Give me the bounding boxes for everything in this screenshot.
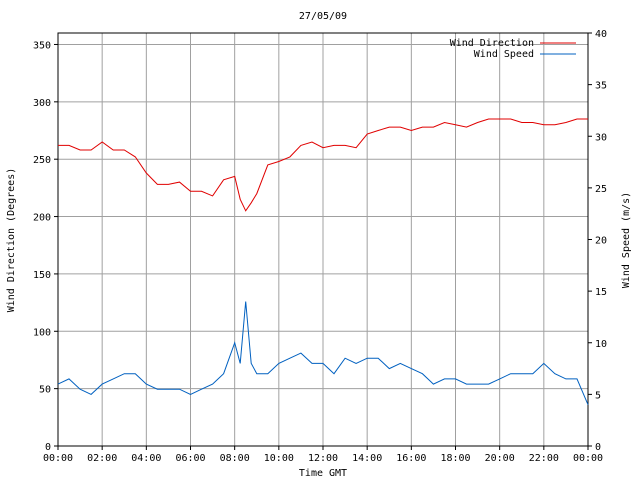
chart-title: 27/05/09: [299, 11, 347, 22]
x-tick-label: 14:00: [352, 453, 382, 464]
y-left-tick-label: 0: [45, 442, 51, 453]
x-tick-label: 22:00: [529, 453, 559, 464]
legend: Wind Direction Wind Speed: [450, 38, 576, 60]
y-right-tick-label: 20: [595, 236, 607, 247]
y-right-tick-label: 0: [595, 442, 601, 453]
y-left-tick-label: 350: [33, 40, 51, 51]
x-tick-label: 08:00: [220, 453, 250, 464]
x-tick-label: 10:00: [264, 453, 294, 464]
y-right-tick-label: 40: [595, 29, 607, 40]
tick-marks: [54, 32, 592, 450]
legend-label-wind-direction: Wind Direction: [450, 38, 534, 49]
y-axis-left-label: Wind Direction (Degrees): [6, 168, 17, 313]
y-right-tick-label: 30: [595, 132, 607, 143]
x-tick-label: 20:00: [485, 453, 515, 464]
y-axis-right-label: Wind Speed (m/s): [621, 192, 632, 288]
series-line-wind-direction: [58, 118, 588, 212]
y-left-tick-label: 100: [33, 327, 51, 338]
y-left-tick-label: 200: [33, 213, 51, 224]
legend-label-wind-speed: Wind Speed: [474, 49, 534, 60]
x-axis-label: Time GMT: [299, 468, 347, 479]
x-tick-label: 00:00: [43, 453, 73, 464]
y-left-tick-label: 250: [33, 155, 51, 166]
x-tick-label: 12:00: [308, 453, 338, 464]
y-left-tick-label: 300: [33, 98, 51, 109]
y-left-tick-label: 150: [33, 270, 51, 281]
y-right-tick-label: 10: [595, 339, 607, 350]
y-left-tick-label: 50: [39, 385, 51, 396]
series-line-wind-speed: [57, 301, 589, 405]
y-right-tick-label: 5: [595, 390, 601, 401]
x-tick-label: 00:00: [573, 453, 603, 464]
x-tick-label: 16:00: [396, 453, 426, 464]
y-right-tick-label: 25: [595, 184, 607, 195]
x-tick-label: 04:00: [131, 453, 161, 464]
y-right-tick-label: 15: [595, 287, 607, 298]
tick-labels: 00:00 02:00 04:00 06:00 08:00 10:00 12:00 14:00…: [33, 29, 607, 464]
series-lines: [57, 118, 589, 405]
x-tick-label: 18:00: [440, 453, 470, 464]
grid-lines: [58, 33, 588, 446]
x-tick-label: 02:00: [87, 453, 117, 464]
x-tick-label: 06:00: [175, 453, 205, 464]
y-right-tick-label: 35: [595, 81, 607, 92]
